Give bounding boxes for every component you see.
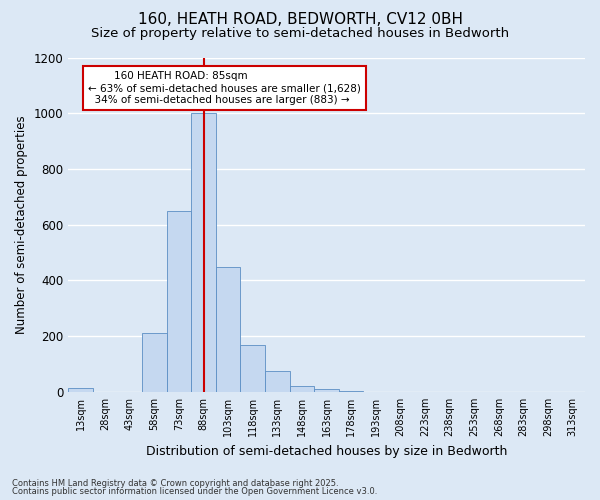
Bar [167, 211, 191, 392]
Bar [265, 371, 290, 392]
Bar [241, 344, 265, 392]
Bar [68, 388, 93, 392]
Bar [339, 390, 364, 392]
Text: Contains public sector information licensed under the Open Government Licence v3: Contains public sector information licen… [12, 487, 377, 496]
Bar [191, 113, 216, 392]
X-axis label: Distribution of semi-detached houses by size in Bedworth: Distribution of semi-detached houses by … [146, 444, 507, 458]
Bar [314, 388, 339, 392]
Y-axis label: Number of semi-detached properties: Number of semi-detached properties [15, 116, 28, 334]
Text: 160, HEATH ROAD, BEDWORTH, CV12 0BH: 160, HEATH ROAD, BEDWORTH, CV12 0BH [137, 12, 463, 28]
Text: 160 HEATH ROAD: 85sqm
← 63% of semi-detached houses are smaller (1,628)
  34% of: 160 HEATH ROAD: 85sqm ← 63% of semi-deta… [88, 72, 361, 104]
Bar [216, 266, 241, 392]
Bar [290, 386, 314, 392]
Text: Size of property relative to semi-detached houses in Bedworth: Size of property relative to semi-detach… [91, 28, 509, 40]
Bar [142, 334, 167, 392]
Text: Contains HM Land Registry data © Crown copyright and database right 2025.: Contains HM Land Registry data © Crown c… [12, 478, 338, 488]
